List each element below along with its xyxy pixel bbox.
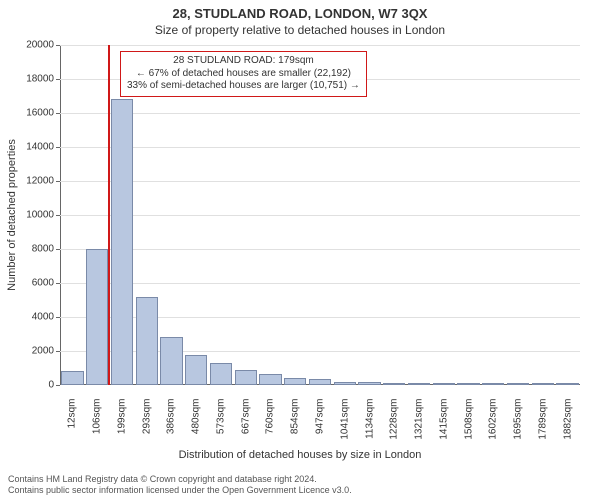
x-tick-label: 573sqm (215, 399, 226, 459)
bar (383, 383, 405, 385)
x-tick-label: 293sqm (141, 399, 152, 459)
grid-line (60, 181, 580, 182)
plot-area: 0200040006000800010000120001400016000180… (60, 45, 580, 385)
y-tick-label: 20000 (4, 40, 54, 51)
bar (433, 383, 455, 385)
page-subtitle: Size of property relative to detached ho… (0, 21, 600, 37)
x-tick-label: 667sqm (240, 399, 251, 459)
x-tick-label: 480sqm (191, 399, 202, 459)
bar (86, 249, 108, 385)
property-marker-line (108, 45, 110, 385)
annotation-line: 28 STUDLAND ROAD: 179sqm (127, 55, 360, 68)
x-tick-label: 1228sqm (389, 399, 400, 459)
bar (185, 355, 207, 385)
bar (309, 379, 331, 385)
grid-line (60, 147, 580, 148)
bar (507, 383, 529, 385)
x-tick-label: 1134sqm (364, 399, 375, 459)
y-tick-label: 12000 (4, 176, 54, 187)
bar (136, 297, 158, 385)
x-tick-label: 12sqm (67, 399, 78, 459)
footer-line-1: Contains HM Land Registry data © Crown c… (8, 474, 352, 485)
x-tick-label: 1508sqm (463, 399, 474, 459)
bar (482, 383, 504, 385)
bar (556, 383, 578, 385)
annotation-line: ← 67% of detached houses are smaller (22… (127, 68, 360, 81)
chart: Number of detached properties 0200040006… (60, 45, 580, 385)
y-tick-label: 0 (4, 380, 54, 391)
grid-line (60, 215, 580, 216)
y-tick-label: 8000 (4, 244, 54, 255)
grid-line (60, 45, 580, 46)
bar (111, 99, 133, 385)
bar (259, 374, 281, 385)
x-tick-label: 1789sqm (537, 399, 548, 459)
x-tick-label: 1602sqm (488, 399, 499, 459)
bar (532, 383, 554, 385)
bar (284, 378, 306, 385)
x-tick-label: 854sqm (290, 399, 301, 459)
bar (61, 371, 83, 385)
y-tick-label: 6000 (4, 278, 54, 289)
grid-line (60, 113, 580, 114)
y-tick-label: 14000 (4, 142, 54, 153)
x-tick-label: 1695sqm (513, 399, 524, 459)
y-tick-label: 2000 (4, 346, 54, 357)
annotation-line: 33% of semi-detached houses are larger (… (127, 80, 360, 93)
x-tick-label: 760sqm (265, 399, 276, 459)
page-title: 28, STUDLAND ROAD, LONDON, W7 3QX (0, 0, 600, 21)
bar (457, 383, 479, 385)
x-tick-label: 1321sqm (414, 399, 425, 459)
x-tick-label: 199sqm (116, 399, 127, 459)
x-tick-label: 1041sqm (339, 399, 350, 459)
y-tick-label: 4000 (4, 312, 54, 323)
y-tick-label: 16000 (4, 108, 54, 119)
footer-line-2: Contains public sector information licen… (8, 485, 352, 496)
y-tick-label: 10000 (4, 210, 54, 221)
bar (408, 383, 430, 385)
x-tick-label: 1415sqm (438, 399, 449, 459)
x-tick-label: 106sqm (92, 399, 103, 459)
bar (210, 363, 232, 385)
x-tick-label: 386sqm (166, 399, 177, 459)
y-tick-label: 18000 (4, 74, 54, 85)
bar (235, 370, 257, 385)
annotation-box: 28 STUDLAND ROAD: 179sqm← 67% of detache… (120, 51, 367, 97)
footer: Contains HM Land Registry data © Crown c… (8, 474, 352, 497)
bar (160, 337, 182, 385)
grid-line (60, 283, 580, 284)
x-tick-label: 1882sqm (562, 399, 573, 459)
x-tick-label: 947sqm (315, 399, 326, 459)
bar (358, 382, 380, 385)
grid-line (60, 249, 580, 250)
bar (334, 382, 356, 385)
